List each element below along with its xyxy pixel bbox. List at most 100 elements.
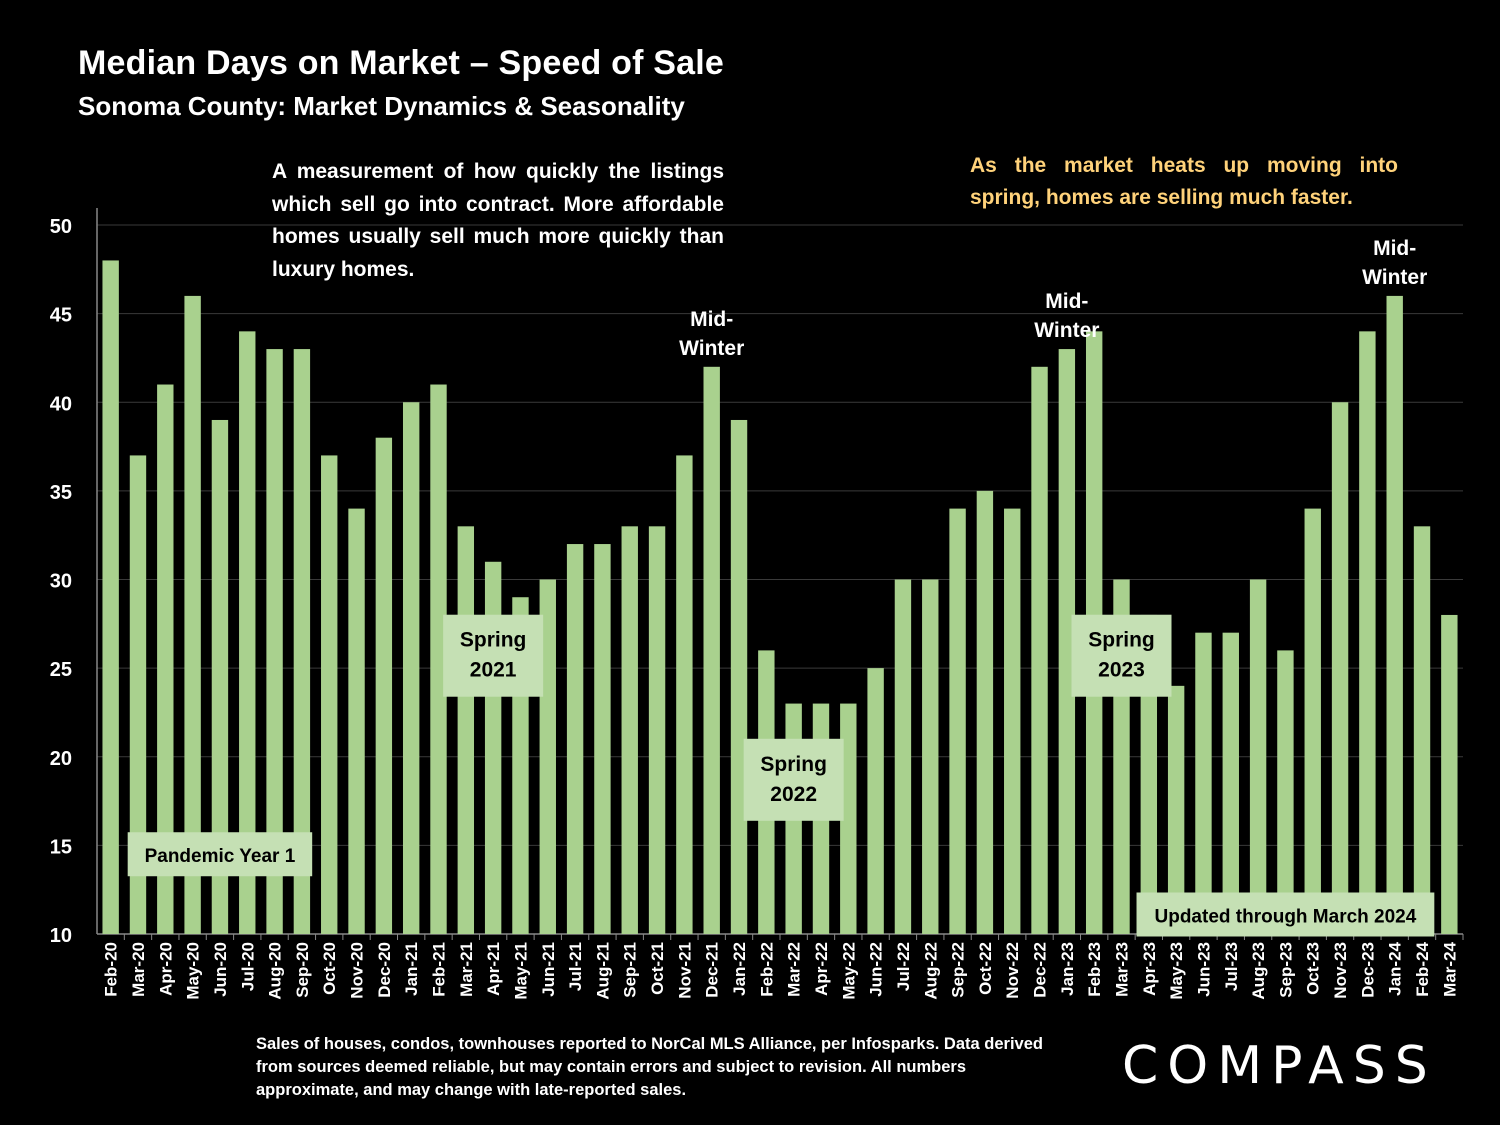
bar: [375, 437, 393, 934]
annotation-box: [1071, 614, 1172, 697]
bar: [730, 419, 748, 935]
x-tick-label: Apr-22: [812, 942, 831, 996]
annotation-box-label: 2021: [470, 659, 517, 682]
compass-logo: COMPASS: [1122, 1036, 1437, 1096]
bar: [1167, 685, 1185, 934]
y-tick-label: 10: [50, 925, 72, 947]
x-tick-label: Oct-20: [320, 942, 339, 995]
x-tick-label: May-23: [1167, 942, 1186, 1000]
bar: [293, 349, 311, 934]
x-tick-label: May-20: [184, 942, 203, 1000]
highlight-note: As the market heats up moving into sprin…: [970, 154, 1398, 209]
bar: [566, 544, 584, 934]
bar: [648, 526, 666, 934]
x-tick-label: Mar-23: [1113, 942, 1132, 997]
x-tick-label: Mar-22: [785, 942, 804, 997]
description-text: A measurement of how quickly the listing…: [272, 160, 724, 281]
bar: [457, 526, 475, 934]
bar: [1386, 295, 1403, 934]
annotation-box-label: Spring: [460, 629, 527, 652]
y-tick-label: 50: [50, 216, 72, 238]
bar: [1058, 349, 1076, 934]
x-tick-label: Jan-24: [1386, 941, 1405, 995]
annotation-label: Mid-: [690, 308, 733, 331]
x-tick-label: Feb-21: [430, 942, 449, 997]
x-tick-label: Jul-20: [238, 942, 257, 991]
annotation-label: Winter: [679, 337, 744, 360]
bar: [676, 455, 693, 934]
x-tick-label: Apr-21: [484, 942, 503, 996]
annotation-box: [443, 614, 544, 697]
x-tick-label: Feb-23: [1085, 942, 1104, 997]
source-footnote: Sales of houses, condos, townhouses repo…: [256, 1035, 1043, 1099]
annotation-box-label: 2023: [1098, 659, 1145, 682]
y-tick-label: 30: [50, 571, 72, 593]
bar: [402, 402, 420, 934]
annotation-box: [743, 738, 844, 821]
x-tick-label: Sep-21: [621, 942, 640, 998]
bar: [211, 419, 229, 935]
x-tick-label: Aug-23: [1249, 942, 1268, 1000]
bar: [703, 366, 720, 934]
x-tick-label: May-22: [839, 942, 858, 1000]
x-tick-label: Aug-22: [921, 942, 940, 1000]
x-tick-label: Jun-22: [867, 942, 886, 997]
bar: [1359, 331, 1376, 935]
bar: [922, 579, 939, 934]
x-tick-label: Dec-23: [1358, 942, 1377, 998]
x-tick-label: Jan-22: [730, 942, 749, 996]
annotation-box-label: Pandemic Year 1: [145, 846, 296, 867]
x-tick-label: Sep-20: [293, 942, 312, 998]
x-tick-label: Nov-21: [675, 942, 694, 999]
x-tick-label: Aug-21: [593, 942, 612, 1000]
bar: [1331, 402, 1349, 934]
x-tick-label: Jan-23: [1058, 942, 1077, 996]
y-tick-label: 45: [50, 305, 72, 327]
bar: [621, 526, 638, 934]
x-tick-label: Oct-23: [1304, 942, 1323, 995]
x-tick-label: Oct-22: [976, 942, 995, 995]
annotation-box-label: Spring: [1088, 629, 1155, 652]
bar: [129, 455, 147, 934]
x-tick-label: Dec-20: [375, 942, 394, 998]
x-tick-label: Jun-23: [1194, 942, 1213, 997]
bar: [1249, 579, 1267, 934]
bar: [430, 384, 447, 934]
bar: [321, 455, 338, 934]
annotation-box: [127, 832, 313, 877]
x-tick-label: Jul-21: [566, 942, 585, 991]
bar: [867, 668, 884, 934]
bar: [539, 579, 556, 934]
bar: [949, 508, 966, 934]
x-tick-label: Mar-20: [129, 942, 148, 997]
x-tick-label: Apr-20: [156, 942, 175, 996]
bar: [1277, 650, 1294, 934]
x-tick-label: May-21: [511, 942, 530, 1000]
x-tick-label: Apr-23: [1140, 942, 1159, 996]
bar: [976, 490, 994, 934]
x-tick-label: Nov-22: [1003, 942, 1022, 999]
bar: [1004, 508, 1021, 934]
bar: [184, 295, 201, 934]
bar: [102, 260, 119, 934]
x-tick-label: Feb-22: [757, 942, 776, 997]
x-tick-label: Feb-24: [1413, 941, 1432, 996]
x-tick-label: Aug-20: [266, 942, 285, 1000]
bar: [1441, 614, 1458, 934]
annotation-box-label: Spring: [760, 753, 827, 776]
bar: [894, 579, 912, 934]
y-tick-label: 20: [50, 748, 72, 770]
annotation-label: Mid-: [1045, 290, 1088, 313]
x-tick-label: Nov-20: [348, 942, 367, 999]
x-tick-label: Sep-22: [949, 942, 968, 998]
bar: [1413, 526, 1431, 934]
bar: [594, 544, 611, 934]
y-tick-label: 15: [50, 836, 72, 858]
chart-title: Median Days on Market – Speed of Sale: [78, 44, 725, 82]
bar: [266, 349, 283, 934]
bar: [1222, 632, 1239, 934]
x-tick-label: Dec-22: [1031, 942, 1050, 998]
x-tick-label: Jul-22: [894, 942, 913, 991]
annotation-box: [1136, 892, 1435, 937]
x-tick-label: Jun-21: [539, 942, 558, 997]
